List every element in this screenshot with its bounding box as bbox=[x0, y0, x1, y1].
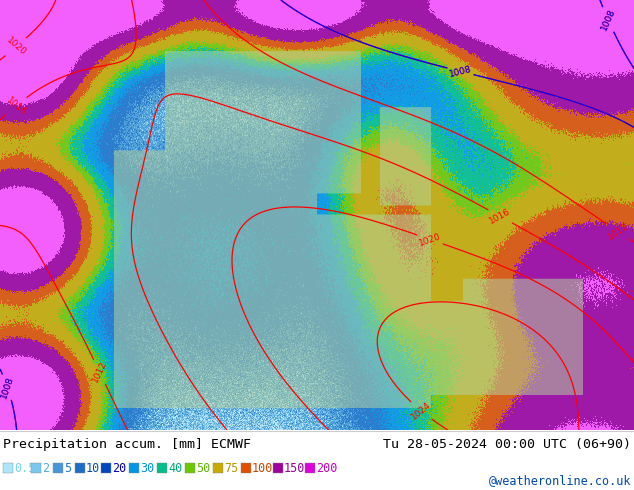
Bar bbox=[241, 463, 251, 473]
Text: 50: 50 bbox=[196, 462, 210, 475]
Bar bbox=[273, 463, 283, 473]
Text: 1024: 1024 bbox=[410, 400, 433, 421]
Text: 1016: 1016 bbox=[488, 207, 512, 226]
Text: 1016: 1016 bbox=[4, 95, 28, 117]
Bar bbox=[75, 463, 85, 473]
Text: 2: 2 bbox=[42, 462, 49, 475]
Bar bbox=[53, 463, 63, 473]
Bar bbox=[185, 463, 195, 473]
Text: 1008: 1008 bbox=[448, 64, 473, 78]
Text: 100: 100 bbox=[252, 462, 273, 475]
Text: 1008: 1008 bbox=[599, 7, 617, 32]
Text: 1008: 1008 bbox=[0, 375, 15, 399]
Text: 1020: 1020 bbox=[418, 231, 443, 247]
Bar bbox=[31, 463, 41, 473]
Bar bbox=[213, 463, 223, 473]
Bar bbox=[129, 463, 139, 473]
Text: 1008: 1008 bbox=[0, 375, 15, 399]
Text: @weatheronline.co.uk: @weatheronline.co.uk bbox=[489, 473, 631, 487]
Bar bbox=[305, 463, 315, 473]
Text: 30: 30 bbox=[140, 462, 154, 475]
Text: 1012: 1012 bbox=[91, 360, 108, 384]
Text: Precipitation accum. [mm] ECMWF: Precipitation accum. [mm] ECMWF bbox=[3, 438, 251, 451]
Bar bbox=[101, 463, 111, 473]
Text: 20: 20 bbox=[112, 462, 126, 475]
Text: 1008: 1008 bbox=[448, 64, 473, 78]
Text: 0.5: 0.5 bbox=[14, 462, 36, 475]
Text: 1020: 1020 bbox=[4, 36, 27, 58]
Text: 1012: 1012 bbox=[605, 221, 630, 242]
Text: Tu 28-05-2024 00:00 UTC (06+90): Tu 28-05-2024 00:00 UTC (06+90) bbox=[383, 438, 631, 451]
Text: 5: 5 bbox=[64, 462, 71, 475]
Text: 150: 150 bbox=[284, 462, 306, 475]
Text: 75: 75 bbox=[224, 462, 238, 475]
Text: 1008: 1008 bbox=[599, 7, 617, 32]
Text: 40: 40 bbox=[168, 462, 182, 475]
Text: 10: 10 bbox=[86, 462, 100, 475]
Text: 200: 200 bbox=[316, 462, 337, 475]
Bar bbox=[157, 463, 167, 473]
Bar bbox=[3, 463, 13, 473]
